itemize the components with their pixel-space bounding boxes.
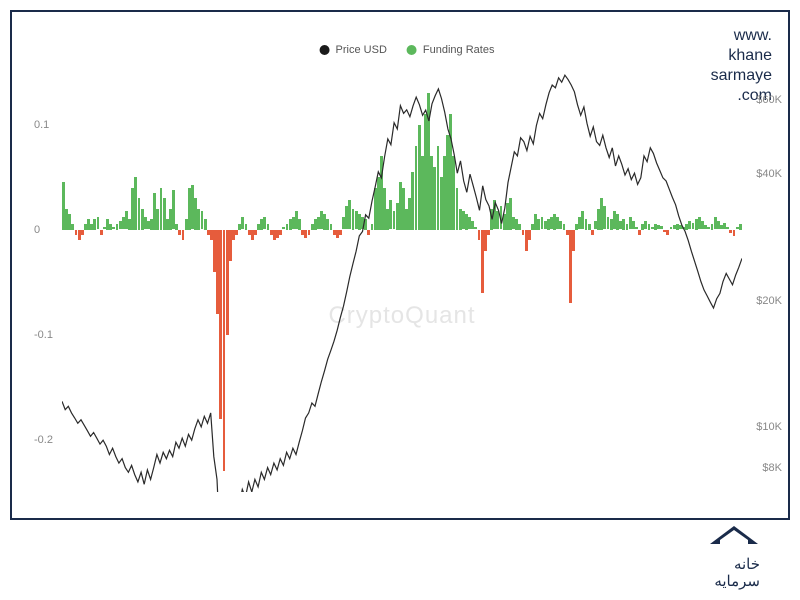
- footer-logo: خانه سرمایه: [714, 557, 760, 590]
- legend-label-funding: Funding Rates: [423, 44, 495, 56]
- left-axis-tick: 0: [34, 224, 40, 236]
- right-axis-tick: $20K: [756, 295, 782, 307]
- legend-label-price: Price USD: [336, 44, 387, 56]
- right-axis-tick: $60K: [756, 94, 782, 106]
- legend-item-funding: Funding Rates: [407, 44, 495, 56]
- right-axis-tick: $10K: [756, 421, 782, 433]
- chart-area: Price USD Funding Rates CryptoQuant 0.10…: [32, 52, 782, 512]
- brand-url-line: www.: [711, 26, 772, 46]
- left-axis-tick: -0.2: [34, 434, 53, 446]
- logo-text-line2: سرمایه: [714, 574, 760, 591]
- price-line-layer: [62, 72, 742, 492]
- right-axis-tick: $8K: [762, 462, 782, 474]
- house-icon: [704, 522, 764, 558]
- left-axis-tick: 0.1: [34, 119, 49, 131]
- chart-frame: www. khane sarmaye .com Price USD Fundin…: [10, 10, 790, 520]
- right-axis-tick: $40K: [756, 168, 782, 180]
- plot-region: CryptoQuant 0.10-0.1-0.2 $60K$40K$20K$10…: [62, 72, 742, 492]
- price-line: [62, 75, 742, 492]
- left-axis-tick: -0.1: [34, 329, 53, 341]
- legend-item-price: Price USD: [320, 44, 387, 56]
- chart-legend: Price USD Funding Rates: [320, 44, 495, 56]
- legend-dot-price: [320, 45, 330, 55]
- logo-text-line1: خانه: [714, 557, 760, 574]
- legend-dot-funding: [407, 45, 417, 55]
